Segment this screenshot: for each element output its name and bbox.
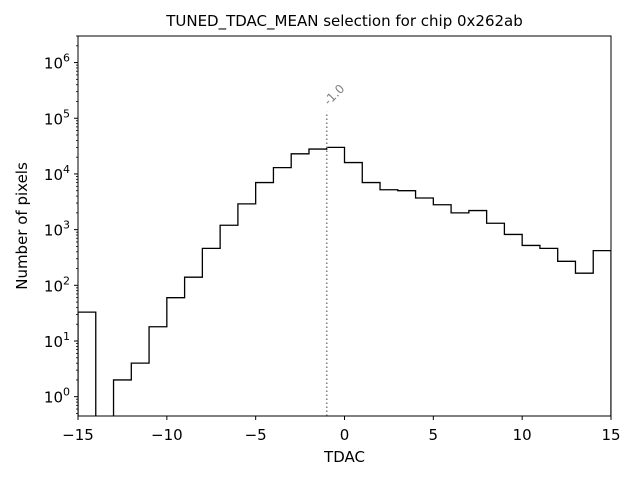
histogram-bin [309,149,327,416]
histogram-bin [380,190,398,416]
histogram-bin [220,225,238,416]
histogram-bin [238,204,256,416]
y-tick-label: 103 [44,219,70,240]
x-axis-ticks: −15 −10 −5 0 5 10 15 [62,416,621,444]
y-tick-label: 100 [44,386,70,407]
x-tick-label: 0 [340,426,350,444]
histogram-bin [202,248,220,416]
y-axis-ticks: 100 101 102 103 104 105 106 [44,35,78,414]
plot-area: -1.0 [77,35,612,417]
y-tick-label: 101 [44,330,70,351]
histogram-bin [469,211,487,416]
histogram-bin [451,213,469,416]
y-axis-label: Number of pixels [13,162,31,290]
histogram-bin [362,183,380,416]
histogram-bin [593,251,611,416]
y-tick-label: 106 [44,52,70,73]
histogram-bin [185,277,203,416]
histogram-bin [291,154,309,416]
y-tick-label: 104 [44,163,70,184]
histogram-bin [327,147,345,416]
histogram-bin [575,273,593,416]
x-tick-label: 10 [513,426,532,444]
x-axis-label: TDAC [323,448,365,466]
histogram-bin [487,223,505,416]
histogram-bin [540,248,558,416]
histogram-bin [78,312,96,416]
x-tick-label: 5 [429,426,439,444]
histogram-bin [345,163,363,416]
x-tick-label: 15 [601,426,620,444]
histogram-step-line [78,146,611,416]
histogram-bin [256,183,274,416]
histogram-bin [273,168,291,416]
histogram-bin [167,298,185,416]
histogram-bin [504,234,522,416]
histogram-bin [131,363,149,416]
y-tick-label: 105 [44,107,70,128]
marker-label: -1.0 [321,82,347,108]
chart-title: TUNED_TDAC_MEAN selection for chip 0x262… [165,12,523,31]
x-tick-label: −15 [62,426,94,444]
histogram-bin [558,261,576,416]
histogram-bin [416,198,434,416]
plot-clip-group [78,111,611,416]
histogram-bin [398,191,416,416]
histogram-bin [114,380,132,416]
x-tick-label: −10 [151,426,183,444]
histogram-bin [149,327,167,416]
histogram-bin [522,245,540,416]
x-tick-label: −5 [245,426,267,444]
histogram-bin [433,205,451,416]
y-tick-label: 102 [44,274,70,295]
